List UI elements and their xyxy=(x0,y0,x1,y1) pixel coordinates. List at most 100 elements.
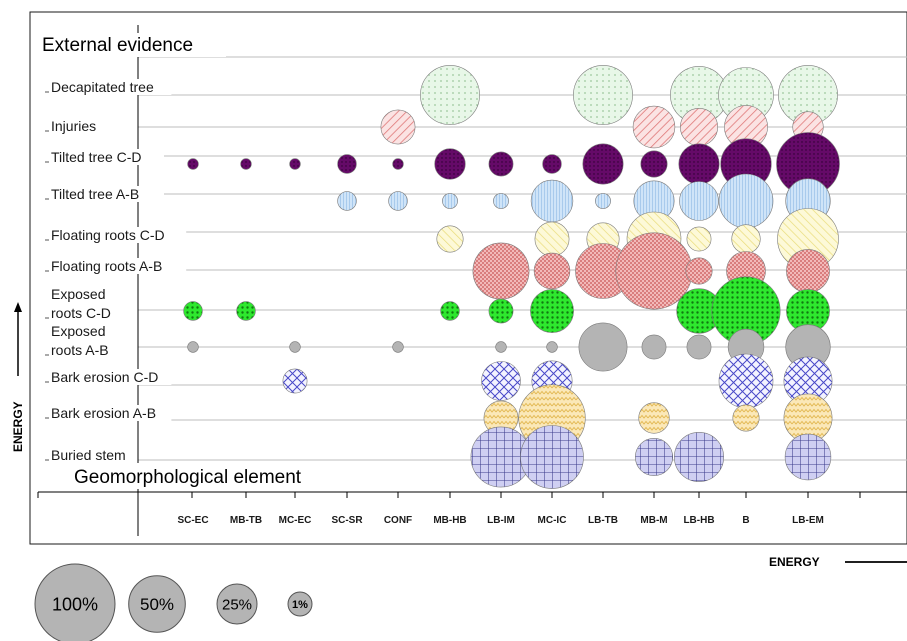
category-label: MB-TB xyxy=(230,515,262,526)
bubble-tilted-tree-a-b-sc-sr xyxy=(337,191,357,211)
category-label: CONF xyxy=(384,515,412,526)
bubble-tilted-tree-c-d-mb-hb xyxy=(434,148,466,180)
bubble-exposed-roots-c-d-mc-ic xyxy=(530,289,574,333)
bubble-bark-erosion-a-b-b xyxy=(732,404,760,432)
y-axis-arrowhead xyxy=(14,302,22,312)
legend-circle xyxy=(34,563,116,641)
row-label: Exposed xyxy=(51,323,105,339)
bubble-exposed-roots-c-d-lb-im xyxy=(488,298,514,324)
row-label-backdrop xyxy=(49,447,135,463)
bubble-tilted-tree-c-d-lb-tb xyxy=(582,143,624,185)
legend-label: 25% xyxy=(222,596,252,613)
row-label: roots C-D xyxy=(51,305,111,321)
bubble-buried-stem-mc-ic xyxy=(520,425,584,489)
bubble-decapitated-tree-mb-hb xyxy=(420,65,480,125)
bubble-buried-stem-mb-m xyxy=(634,437,673,476)
row-label: Tilted tree A-B xyxy=(51,186,139,202)
bubble-tilted-tree-c-d-sc-sr xyxy=(337,154,357,174)
legend-label: 1% xyxy=(292,599,308,611)
size-legend: 100% 50% 25% 1% xyxy=(34,563,313,641)
legend-circle xyxy=(216,583,258,625)
bubble-tilted-tree-c-d-lb-hb xyxy=(678,143,720,185)
row-label-backdrop xyxy=(49,323,105,339)
bubble-tilted-tree-a-b-lb-im xyxy=(493,193,509,209)
bubble-exposed-roots-a-b-lb-im xyxy=(495,341,507,353)
row-label-backdrop xyxy=(49,118,113,134)
row-label-backdrop xyxy=(49,149,164,165)
bubble-floating-roots-a-b-lb-hb xyxy=(685,257,713,285)
bubble-exposed-roots-a-b-mc-ic xyxy=(546,341,558,353)
bubble-exposed-roots-a-b-conf xyxy=(392,341,404,353)
y-axis-label: ENERGY xyxy=(11,401,25,452)
bubble-exposed-roots-a-b-mc-ec xyxy=(289,341,301,353)
bubble-tilted-tree-c-d-mc-ic xyxy=(542,154,562,174)
row-label-backdrop xyxy=(49,305,120,321)
x-axis-label: ENERGY xyxy=(769,555,820,569)
bubble-tilted-tree-c-d-mc-ec xyxy=(289,158,301,170)
bubble-floating-roots-c-d-mb-hb xyxy=(436,225,464,253)
bubble-exposed-roots-c-d-mb-tb xyxy=(236,301,256,321)
bubble-injuries-conf xyxy=(380,109,416,145)
bubble-exposed-roots-c-d-sc-ec xyxy=(183,301,203,321)
bubble-bark-erosion-a-b-mb-m xyxy=(638,402,670,434)
row-label-backdrop xyxy=(49,342,120,358)
bubble-buried-stem-lb-hb xyxy=(673,431,724,482)
category-label: LB-EM xyxy=(792,515,824,526)
x-axis-ticks xyxy=(37,492,861,498)
footer-label: Geomorphological element xyxy=(74,467,302,488)
row-label: Injuries xyxy=(51,118,96,134)
category-labels: SC-EC MB-TB MC-EC SC-SR CONF MB-HB LB-IM MC-IC L… xyxy=(177,515,823,526)
bubble-tilted-tree-a-b-conf xyxy=(388,191,408,211)
bubble-tilted-tree-c-d-lb-im xyxy=(488,151,514,177)
bubble-floating-roots-c-d-mc-ic xyxy=(534,221,570,257)
row-label: Decapitated tree xyxy=(51,79,154,95)
bubble-exposed-roots-a-b-mb-m xyxy=(641,334,667,360)
legend-label: 100% xyxy=(52,594,98,614)
bubble-floating-roots-a-b-lb-em xyxy=(786,249,830,293)
bubble-tilted-tree-a-b-b xyxy=(718,173,774,229)
bubble-exposed-roots-a-b-lb-tb xyxy=(578,322,628,372)
bubble-bark-erosion-c-d-mc-ec xyxy=(282,368,308,394)
row-label: roots A-B xyxy=(51,342,109,358)
category-label: MB-M xyxy=(640,515,667,526)
header-backdrop xyxy=(36,33,226,57)
category-label: SC-EC xyxy=(177,515,208,526)
category-label: B xyxy=(742,515,749,526)
bubble-bark-erosion-c-d-lb-im xyxy=(481,361,521,401)
bubble-tilted-tree-c-d-sc-ec xyxy=(187,158,199,170)
bubble-floating-roots-a-b-lb-im xyxy=(472,242,530,300)
bubble-tilted-tree-a-b-lb-tb xyxy=(595,193,611,209)
legend-circle xyxy=(287,591,313,617)
category-label: LB-IM xyxy=(487,515,515,526)
bubble-tilted-tree-c-d-mb-tb xyxy=(240,158,252,170)
bubble-injuries-mb-m xyxy=(632,105,676,149)
category-label: MC-IC xyxy=(538,515,567,526)
category-label: MB-HB xyxy=(433,515,466,526)
row-label-backdrop xyxy=(49,186,164,202)
row-label: Floating roots C-D xyxy=(51,227,165,243)
row-label: Exposed xyxy=(51,286,105,302)
legend-label: 50% xyxy=(140,595,174,614)
bubble-exposed-roots-a-b-lb-hb xyxy=(686,334,712,360)
bubble-floating-roots-c-d-b xyxy=(731,224,761,254)
bubble-exposed-roots-a-b-sc-ec xyxy=(187,341,199,353)
bubble-tilted-tree-a-b-mb-hb xyxy=(442,193,458,209)
row-label-backdrop xyxy=(49,258,187,274)
row-label: Tilted tree C-D xyxy=(51,149,142,165)
legend-circle xyxy=(128,575,186,633)
footer-backdrop xyxy=(68,463,346,489)
bubble-tilted-tree-a-b-mc-ic xyxy=(530,179,574,223)
bubble-tilted-tree-c-d-conf xyxy=(392,158,404,170)
bubble-decapitated-tree-lb-tb xyxy=(573,65,633,125)
row-label-backdrop xyxy=(49,227,187,243)
header-label: External evidence xyxy=(42,35,193,56)
bubble-floating-roots-c-d-lb-hb xyxy=(686,226,712,252)
category-label: LB-HB xyxy=(683,515,714,526)
bubble-injuries-lb-hb xyxy=(679,108,718,147)
bubbles xyxy=(183,65,840,489)
category-label: LB-TB xyxy=(588,515,618,526)
row-label-backdrop xyxy=(49,369,172,385)
row-label-backdrop xyxy=(49,286,105,302)
row-labels: Decapitated tree Injuries Tilted tree C-D T… xyxy=(45,79,187,463)
